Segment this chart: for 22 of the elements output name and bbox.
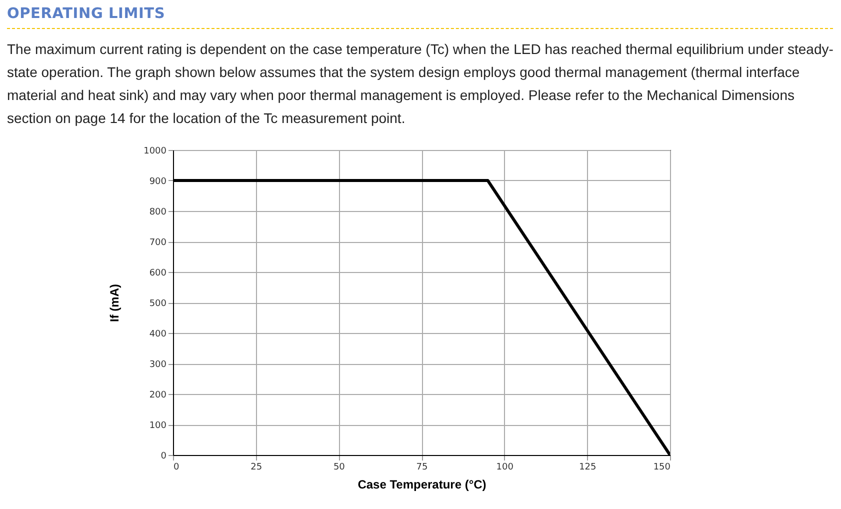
- x-tick-label: 100: [496, 462, 514, 472]
- x-tick-label: 125: [579, 462, 596, 472]
- x-tick-label: 0: [174, 462, 180, 472]
- y-tick-label: 600: [149, 268, 167, 278]
- y-tick-label: 400: [149, 330, 167, 340]
- y-tick-label: 200: [149, 390, 167, 400]
- chart-title: OPERATING LIMITS: [7, 6, 166, 22]
- y-tick-label: 0: [160, 452, 167, 462]
- y-tick-label: 300: [149, 360, 167, 370]
- y-axis-title: If (mA): [108, 284, 122, 322]
- x-tick-label: 25: [250, 462, 262, 472]
- y-tick-label: 1000: [144, 146, 167, 156]
- y-tick-label: 900: [149, 177, 167, 187]
- y-tick-label: 700: [149, 238, 167, 248]
- chart-subtitle: The maximum current rating is dependent on the case temperature (Tc) when the LED has reached thermal equilibrium under steady-state operation. The graph shown below assumes that the system design employs good thermal management (thermal interface material and heat sink) and may vary when poor thermal management is employed. Please refer to the Mechanical Dimensions section on page 14 for the location of the Tc measurement point.: [7, 40, 834, 128]
- x-tick-label: 75: [416, 462, 428, 472]
- x-axis-title: Case Temperature (°C): [358, 478, 486, 492]
- x-tick-label: 50: [333, 462, 346, 472]
- x-tick-label: 150: [653, 462, 671, 472]
- y-tick-label: 100: [149, 421, 167, 431]
- y-tick-label: 800: [149, 208, 167, 218]
- y-tick-label: 500: [149, 299, 167, 309]
